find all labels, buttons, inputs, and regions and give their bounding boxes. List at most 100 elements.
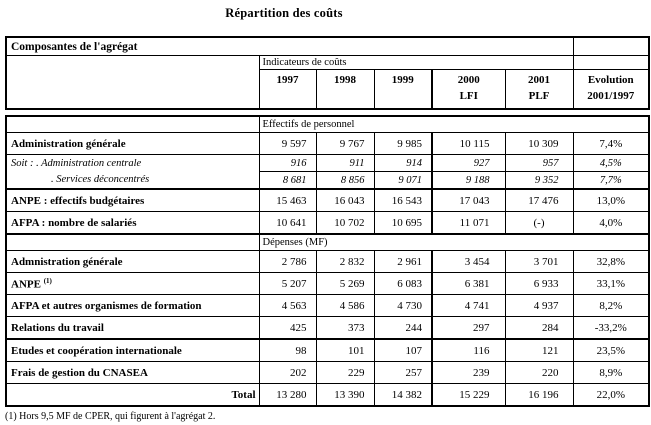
value-cell: 957	[504, 154, 574, 172]
value-cell: 10 695	[373, 211, 433, 235]
row-afpa-salaries: AFPA : nombre de salariés 10 641 10 702 …	[5, 211, 650, 235]
empty-corner-cell	[572, 36, 650, 56]
year-line1: Evolution	[587, 74, 634, 86]
value-cell: 13 280	[258, 383, 317, 407]
row-total: Total 13 280 13 390 14 382 15 229 16 196…	[5, 383, 650, 407]
section-row-depenses: Dépenses (MF)	[5, 233, 650, 251]
pct-cell: 33,1%	[572, 272, 650, 295]
value-cell: 17 043	[431, 188, 506, 212]
value-cell: 107	[373, 338, 433, 362]
row-label: Frais de gestion du CNASEA	[5, 361, 260, 384]
pct-cell: 23,5%	[572, 338, 650, 362]
pct-cell: -33,2%	[572, 316, 650, 340]
row-services-deconcentres: 8 681 8 856 9 071 9 188 9 352 7,7%	[6, 171, 650, 190]
table-header-block: Composantes de l'agrégat Indicateurs de …	[5, 36, 650, 110]
value-cell: 9 597	[258, 132, 317, 155]
row-afpa-organismes-formation: AFPA et autres organismes de formation 4…	[5, 294, 650, 317]
year-header-1997: 1997	[258, 69, 317, 110]
row-label: Administration générale	[5, 132, 260, 155]
section-row-effectifs: Effectifs de personnel	[5, 115, 650, 133]
empty-label-cell	[5, 233, 260, 251]
year-line2: 2001/1997	[587, 90, 635, 102]
value-cell: 425	[258, 316, 317, 340]
year-line1: 1997	[276, 74, 299, 86]
value-cell: 4 730	[373, 294, 433, 317]
value-cell: 15 229	[431, 383, 506, 407]
value-cell: 2 961	[373, 250, 433, 273]
row-label: ANPE : effectifs budgétaires	[5, 188, 260, 212]
indicateurs-row: Indicateurs de coûts	[5, 55, 650, 110]
value-cell: 3 454	[431, 250, 506, 273]
value-cell: 9 352	[504, 171, 574, 190]
pct-cell: 8,2%	[572, 294, 650, 317]
row-label: Admnistration générale	[5, 250, 260, 273]
row-label: Etudes et coopération internationale	[5, 338, 260, 362]
year-header-1999: 1999	[373, 69, 433, 110]
value-cell: 239	[431, 361, 506, 384]
value-cell: 4 586	[315, 294, 375, 317]
value-cell: 11 071	[431, 211, 506, 235]
value-cell: 8 681	[258, 171, 317, 190]
indicateurs-header: Indicateurs de coûts	[258, 55, 574, 70]
row-administration-generale: Administration générale 9 597 9 767 9 98…	[5, 132, 650, 155]
value-cell: 916	[258, 154, 317, 172]
value-cell: 4 563	[258, 294, 317, 317]
row-anpe-depenses: ANPE (1) 5 207 5 269 6 083 6 381 6 933 3…	[5, 272, 650, 295]
year-line2: PLF	[528, 90, 550, 102]
value-cell: 257	[373, 361, 433, 384]
composantes-row: Composantes de l'agrégat	[5, 36, 650, 56]
value-cell: 5 207	[258, 272, 317, 295]
value-cell: 6 083	[373, 272, 433, 295]
year-line1: 2000	[457, 74, 480, 86]
value-cell: 6 381	[431, 272, 506, 295]
year-header-1998: 1998	[315, 69, 375, 110]
row-soit-administration-centrale: Soit : . Administration centrale . Servi…	[5, 154, 650, 190]
value-cell: 9 985	[373, 132, 433, 155]
pct-cell: 7,7%	[572, 171, 650, 190]
value-cell: 284	[504, 316, 574, 340]
row-anpe-effectifs: ANPE : effectifs budgétaires 15 463 16 0…	[5, 188, 650, 212]
composantes-header: Composantes de l'agrégat	[5, 36, 574, 56]
value-cell: 244	[373, 316, 433, 340]
pct-cell: 22,0%	[572, 383, 650, 407]
value-cell: 297	[431, 316, 506, 340]
sub-label-centrale: Soit : . Administration centrale	[11, 158, 142, 169]
empty-evolution-cell	[572, 55, 650, 70]
row-etudes-cooperation: Etudes et coopération internationale 98 …	[5, 338, 650, 362]
value-cell: 8 856	[315, 171, 375, 190]
value-cell: 10 702	[315, 211, 375, 235]
value-cell: 9 188	[431, 171, 506, 190]
year-header-row: 1997 1998 1999 2000 LFI 2001 PLF Evoluti…	[6, 69, 650, 110]
value-cell: (-)	[504, 211, 574, 235]
value-cell: 10 309	[504, 132, 574, 155]
value-cell: 16 043	[315, 188, 375, 212]
row-frais-cnasea: Frais de gestion du CNASEA 202 229 257 2…	[5, 361, 650, 384]
value-cell: 17 476	[504, 188, 574, 212]
pct-cell: 13,0%	[572, 188, 650, 212]
value-cell: 6 933	[504, 272, 574, 295]
value-cell: 121	[504, 338, 574, 362]
page-title: Répartition des coûts	[225, 6, 343, 20]
value-cell: 9 767	[315, 132, 375, 155]
value-cell: 914	[373, 154, 433, 172]
row-label: Relations du travail	[5, 316, 260, 340]
value-cell: 116	[431, 338, 506, 362]
value-cell: 202	[258, 361, 317, 384]
value-cell: 16 196	[504, 383, 574, 407]
year-header-2001-plf: 2001 PLF	[504, 69, 574, 110]
empty-label-cell	[5, 55, 260, 110]
sub-label-deconcentres: . Services déconcentrés	[51, 174, 150, 185]
value-cell: 5 269	[315, 272, 375, 295]
row-relations-travail: Relations du travail 425 373 244 297 284…	[5, 316, 650, 340]
footnote-marker: (1)	[43, 276, 52, 285]
year-line2: LFI	[459, 90, 478, 102]
footnote: (1) Hors 9,5 MF de CPER, qui figurent à …	[5, 411, 216, 422]
value-cell: 229	[315, 361, 375, 384]
year-header-2000-lfi: 2000 LFI	[431, 69, 506, 110]
value-cell: 10 115	[431, 132, 506, 155]
section-title: Dépenses (MF)	[258, 233, 650, 251]
pct-cell: 7,4%	[572, 132, 650, 155]
value-cell: 15 463	[258, 188, 317, 212]
value-cell: 101	[315, 338, 375, 362]
row-label-text: ANPE	[11, 278, 41, 291]
